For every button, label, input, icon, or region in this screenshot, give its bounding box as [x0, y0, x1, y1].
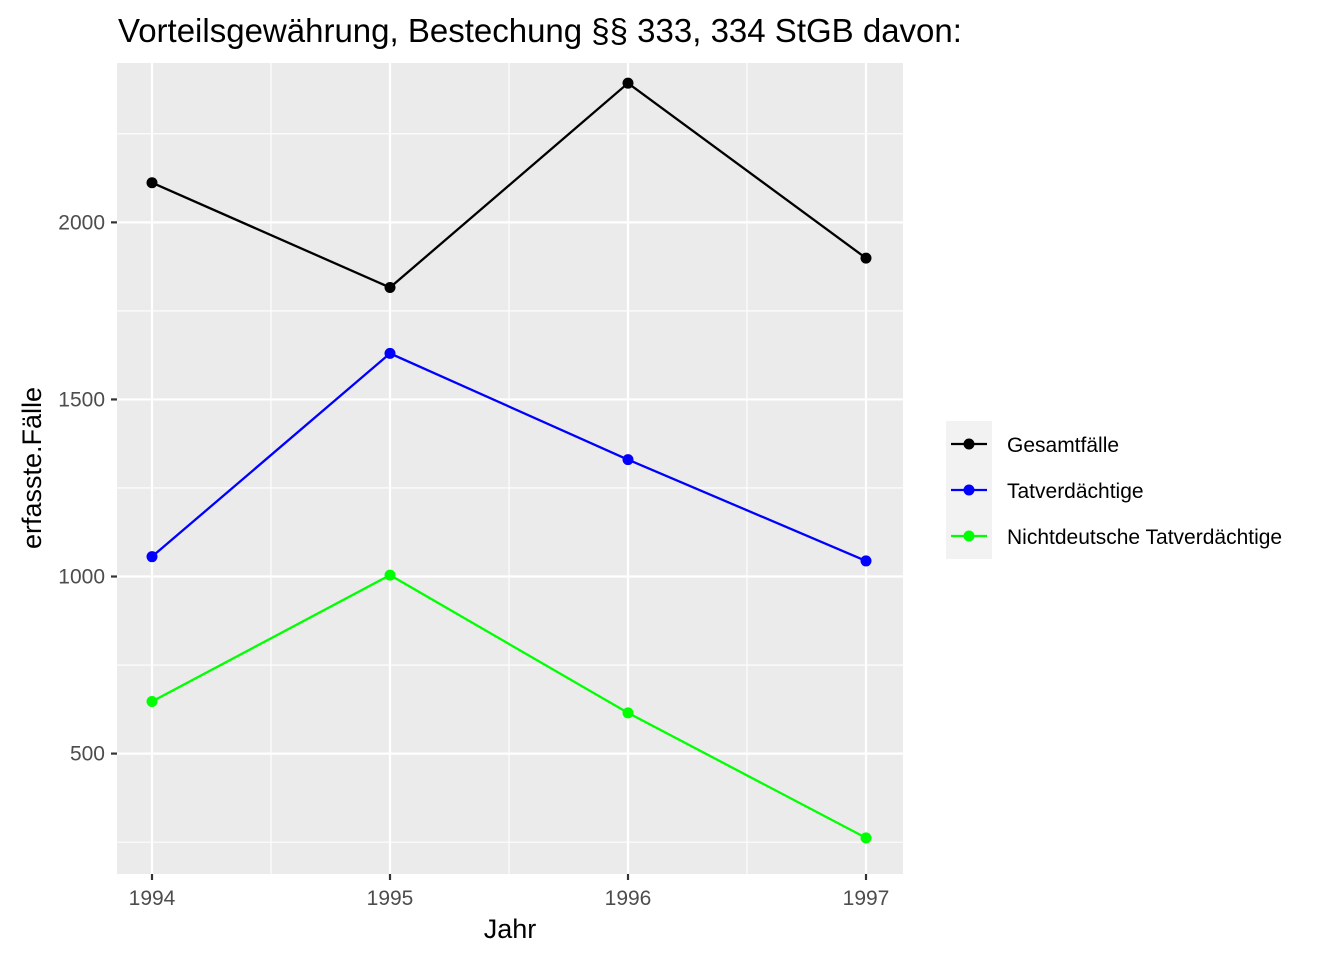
- x-tick-label: 1994: [129, 887, 176, 910]
- x-tick-label: 1995: [367, 887, 414, 910]
- legend-label: Gesamtfälle: [1007, 434, 1119, 457]
- data-point: [860, 832, 872, 844]
- data-point: [622, 707, 634, 719]
- data-point: [146, 551, 158, 563]
- series-line-1: [151, 352, 867, 562]
- y-tick-label: 1500: [58, 388, 105, 411]
- y-tick-label: 2000: [58, 211, 105, 234]
- plot-panel: [117, 63, 903, 874]
- legend: Gesamtfälle Tatverdächtige Nichtdeutsche T…: [946, 421, 1282, 559]
- data-point: [146, 177, 158, 189]
- series-layer: [146, 77, 872, 844]
- data-point: [384, 347, 396, 359]
- legend-key-point: [963, 484, 975, 496]
- x-tick-labels: 1994 1995 1996 1997: [129, 887, 890, 910]
- legend-label: Tatverdächtige: [1007, 480, 1144, 503]
- series-line-2: [151, 573, 867, 839]
- legend-label: Nichtdeutsche Tatverdächtige: [1007, 526, 1282, 549]
- data-point: [860, 555, 872, 567]
- series-line-0: [151, 81, 867, 289]
- chart-title: Vorteilsgewährung, Bestechung §§ 333, 33…: [118, 12, 962, 49]
- y-tick-label: 500: [70, 743, 105, 766]
- x-tick-label: 1996: [605, 887, 652, 910]
- data-point: [622, 77, 634, 89]
- y-axis-title: erfasste.Fälle: [17, 387, 47, 549]
- legend-key-point: [963, 530, 975, 542]
- x-axis-title: Jahr: [484, 914, 537, 944]
- data-point: [146, 696, 158, 708]
- major-gridlines: [117, 63, 903, 874]
- y-tick-labels: 500 1000 1500 2000: [58, 211, 105, 765]
- data-point: [384, 569, 396, 581]
- data-point: [622, 454, 634, 466]
- x-tick-label: 1997: [843, 887, 890, 910]
- data-point: [860, 252, 872, 264]
- legend-key-point: [963, 438, 975, 450]
- y-tick-label: 1000: [58, 566, 105, 589]
- minor-gridlines: [117, 63, 903, 874]
- data-point: [384, 282, 396, 294]
- axis-ticks: [111, 221, 868, 880]
